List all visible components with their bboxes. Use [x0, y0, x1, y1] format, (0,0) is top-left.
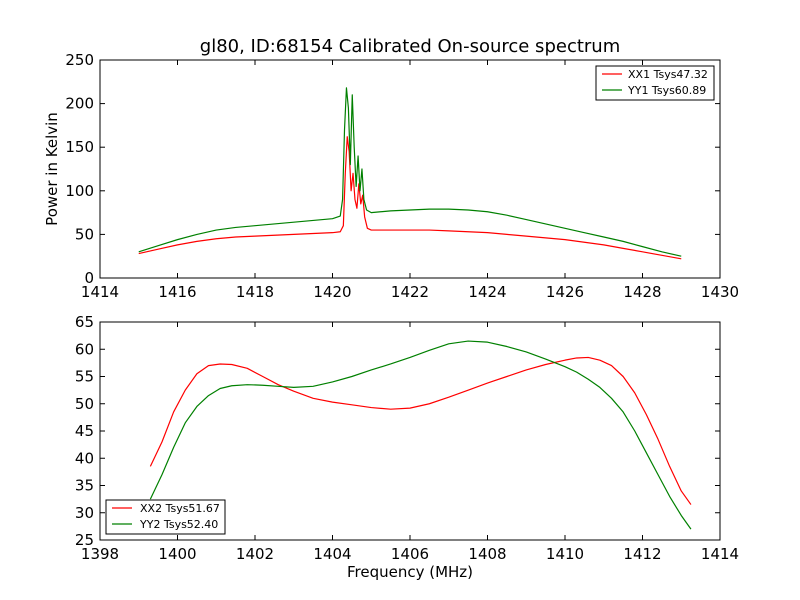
- bottom-x-tick-label: 1398: [81, 545, 119, 563]
- bottom-legend-label-yy2: YY2 Tsys52.40: [139, 518, 218, 531]
- bottom-x-tick-label: 1410: [546, 545, 584, 563]
- bottom-x-tick-label: 1408: [468, 545, 506, 563]
- top-chart-title: gl80, ID:68154 Calibrated On-source spec…: [200, 36, 620, 57]
- top-y-tick-label: 0: [84, 269, 94, 287]
- bottom-legend-label-xx2: XX2 Tsys51.67: [140, 502, 220, 515]
- bottom-y-tick-label: 65: [75, 313, 94, 331]
- top-legend-frame: [595, 65, 715, 101]
- bottom-series-line-xx2: [149, 356, 692, 505]
- top-x-tick-label: 1428: [623, 283, 661, 301]
- top-x-tick-label: 1424: [468, 283, 506, 301]
- top-series-line-yy1: [138, 87, 682, 257]
- bottom-x-tick-label: 1406: [391, 545, 429, 563]
- bottom-y-tick-label: 30: [75, 504, 94, 522]
- bottom-x-axis-label: Frequency (MHz): [347, 563, 473, 581]
- bottom-y-tick-label: 50: [75, 395, 94, 413]
- top-legend-label-xx1: XX1 Tsys47.32: [628, 68, 708, 81]
- top-x-tick-label: 1414: [81, 283, 119, 301]
- top-x-tick-label: 1416: [158, 283, 196, 301]
- top-y-tick-label: 200: [65, 95, 94, 113]
- bottom-y-tick-label: 45: [75, 422, 94, 440]
- bottom-y-tick-label: 55: [75, 368, 94, 386]
- bottom-subplot: Frequency (MHz) 1398 1400 1402 1404 1406 1408…: [75, 313, 739, 581]
- bottom-x-tick-label: 1414: [701, 545, 739, 563]
- bottom-legend: XX2 Tsys51.67 YY2 Tsys52.40: [105, 499, 226, 535]
- top-subplot: gl80, ID:68154 Calibrated On-source spec…: [43, 36, 739, 301]
- bottom-y-tick-label: 60: [75, 340, 94, 358]
- bottom-y-tick-label: 25: [75, 531, 94, 549]
- top-x-tick-label: 1426: [546, 283, 584, 301]
- top-axis-ticks: 1414 1416 1418 1420 1422 1424 1426 1428 1430 0 50 1…: [65, 51, 739, 301]
- bottom-y-tick-label: 40: [75, 449, 94, 467]
- bottom-axis-ticks: 1398 1400 1402 1404 1406 1408 1410 1412 1414 25 30…: [75, 313, 739, 563]
- bottom-legend-frame: [105, 499, 226, 535]
- top-x-tick-label: 1430: [701, 283, 739, 301]
- top-y-tick-label: 50: [75, 225, 94, 243]
- top-y-tick-label: 100: [65, 182, 94, 200]
- bottom-x-tick-label: 1412: [623, 545, 661, 563]
- top-y-tick-label: 150: [65, 138, 94, 156]
- top-plot-marks: [138, 87, 682, 260]
- top-y-tick-label: 250: [65, 51, 94, 69]
- top-x-tick-label: 1420: [313, 283, 351, 301]
- top-x-tick-label: 1422: [391, 283, 429, 301]
- bottom-series-line-yy2: [149, 340, 692, 530]
- top-legend: XX1 Tsys47.32 YY1 Tsys60.89: [595, 65, 715, 101]
- top-x-tick-label: 1418: [236, 283, 274, 301]
- top-y-axis-label: Power in Kelvin: [43, 112, 61, 226]
- top-series-line-xx1: [138, 136, 682, 260]
- top-legend-label-yy1: YY1 Tsys60.89: [627, 84, 706, 97]
- bottom-y-tick-label: 35: [75, 477, 94, 495]
- bottom-x-tick-label: 1400: [158, 545, 196, 563]
- bottom-plot-marks: [149, 340, 692, 530]
- bottom-x-tick-label: 1402: [236, 545, 274, 563]
- bottom-x-tick-label: 1404: [313, 545, 351, 563]
